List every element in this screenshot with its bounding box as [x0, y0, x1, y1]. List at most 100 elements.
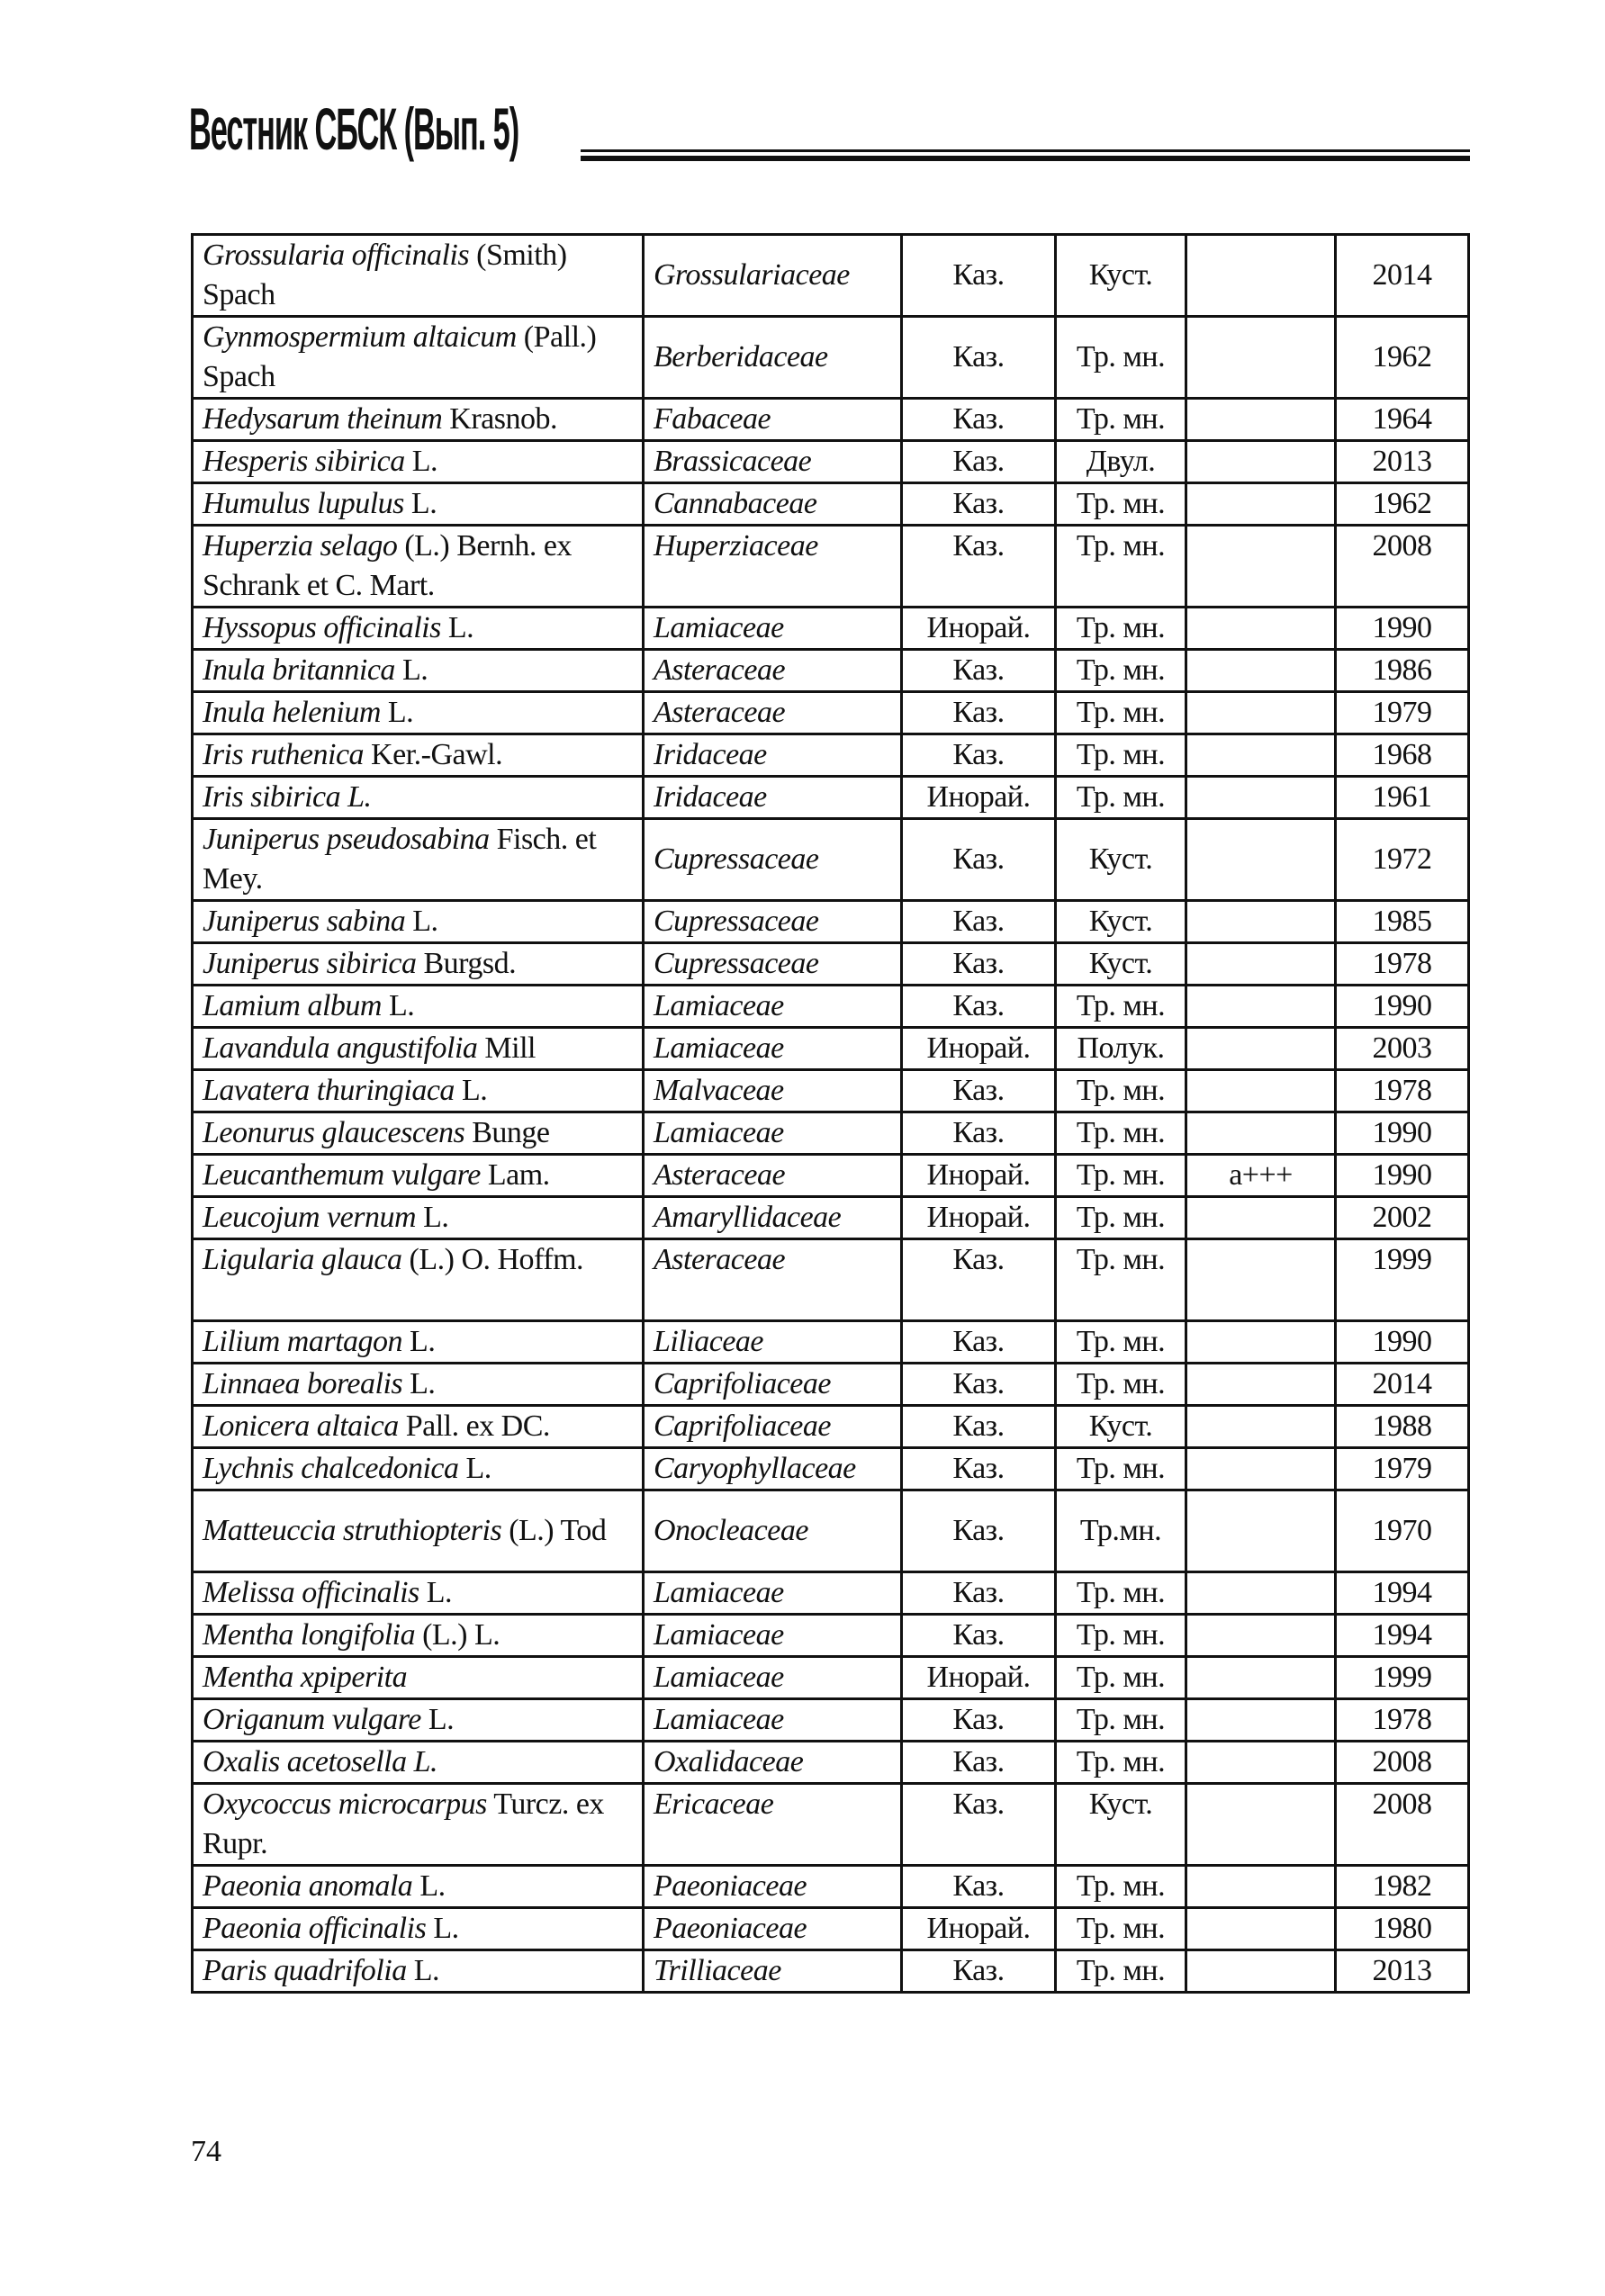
species-author: Mill — [477, 1031, 536, 1065]
species-name: Matteuccia struthiopteris — [203, 1514, 502, 1547]
year-cell: 1994 — [1334, 1571, 1470, 1616]
species-cell: Leucanthemum vulgare Lam. — [191, 1153, 645, 1198]
life-form-cell: Тр. мн. — [1054, 1906, 1187, 1951]
note-cell — [1185, 606, 1337, 651]
year-cell: 2002 — [1334, 1195, 1470, 1240]
origin-cell: Каз. — [900, 1111, 1057, 1156]
species-author: L. — [402, 1367, 436, 1400]
family-cell: Lamiaceae — [642, 606, 903, 651]
species-author: L. — [394, 653, 428, 687]
note-cell — [1185, 315, 1337, 400]
note-cell — [1185, 233, 1337, 318]
note-cell — [1185, 439, 1337, 484]
year-cell: 2014 — [1334, 1362, 1470, 1407]
species-name: Oxalis acetosella L. — [203, 1745, 438, 1778]
species-name: Iris sibirica L. — [203, 780, 372, 814]
origin-cell: Каз. — [900, 439, 1057, 484]
life-form-cell: Тр. мн. — [1054, 397, 1187, 442]
page-number: 74 — [191, 2135, 221, 2168]
table-row: Lavatera thuringiaca L. Malvaceae Каз. Тр. … — [191, 1068, 1470, 1113]
year-cell: 1970 — [1334, 1489, 1470, 1573]
year-cell: 1982 — [1334, 1864, 1470, 1909]
year-cell: 1964 — [1334, 397, 1470, 442]
species-author: (L.) Tod — [501, 1514, 607, 1547]
life-form-cell: Куст. — [1054, 941, 1187, 986]
family-cell: Lamiaceae — [642, 1655, 903, 1700]
species-author: L. — [403, 487, 437, 520]
year-cell: 2013 — [1334, 1949, 1470, 1994]
life-form-cell: Тр. мн. — [1054, 1362, 1187, 1407]
table-row: Iris sibirica L. Iridaceae Инорай. Тр. мн. 1… — [191, 775, 1470, 820]
species-cell: Paeonia anomala L. — [191, 1864, 645, 1909]
species-cell: Paris quadrifolia L. — [191, 1949, 645, 1994]
header-rule — [581, 149, 1470, 161]
life-form-cell: Тр. мн. — [1054, 1446, 1187, 1491]
origin-cell: Инорай. — [900, 1655, 1057, 1700]
note-cell — [1185, 1068, 1337, 1113]
life-form-cell: Тр. мн. — [1054, 1613, 1187, 1658]
species-cell: Huperzia selago (L.) Bernh. ex Schrank e… — [191, 524, 645, 608]
year-cell: 1978 — [1334, 941, 1470, 986]
species-author: L. — [426, 1912, 459, 1945]
species-cell: Ligularia glauca (L.) O. Hoffm. — [191, 1238, 645, 1322]
note-cell — [1185, 1655, 1337, 1700]
species-cell: Humulus lupulus L. — [191, 482, 645, 527]
species-name: Humulus lupulus — [203, 487, 404, 520]
species-author: (Pall.) Spach — [203, 320, 597, 393]
origin-cell: Каз. — [900, 315, 1057, 400]
family-cell: Paeoniaceae — [642, 1864, 903, 1909]
note-cell — [1185, 1949, 1337, 1994]
table-row: Paris quadrifolia L. Trilliaceae Каз. Тр. м… — [191, 1949, 1470, 1994]
species-cell: Mentha longifolia (L.) L. — [191, 1613, 645, 1658]
year-cell: 1962 — [1334, 482, 1470, 527]
species-cell: Lamium album L. — [191, 984, 645, 1029]
species-cell: Lychnis chalcedonica L. — [191, 1446, 645, 1491]
note-cell — [1185, 1111, 1337, 1156]
origin-cell: Инорай. — [900, 1153, 1057, 1198]
year-cell: 1988 — [1334, 1404, 1470, 1449]
species-name: Melissa officinalis — [203, 1576, 419, 1609]
origin-cell: Каз. — [900, 1613, 1057, 1658]
species-name: Gynmospermium altaicum — [203, 320, 517, 354]
species-cell: Iris sibirica L. — [191, 775, 645, 820]
origin-cell: Инорай. — [900, 1195, 1057, 1240]
year-cell: 1985 — [1334, 899, 1470, 944]
species-name: Lavatera thuringiaca — [203, 1074, 455, 1107]
family-cell: Trilliaceae — [642, 1949, 903, 1994]
origin-cell: Каз. — [900, 524, 1057, 608]
year-cell: 1990 — [1334, 984, 1470, 1029]
species-name: Paeonia officinalis — [203, 1912, 427, 1945]
life-form-cell: Куст. — [1054, 1404, 1187, 1449]
table-row: Oxycoccus microcarpus Turcz. ex Rupr. Eri… — [191, 1782, 1470, 1867]
family-cell: Caprifoliaceae — [642, 1362, 903, 1407]
species-author: Burgsd. — [416, 947, 517, 980]
year-cell: 1999 — [1334, 1655, 1470, 1700]
life-form-cell: Двул. — [1054, 439, 1187, 484]
species-author: (L.) L. — [415, 1618, 500, 1652]
origin-cell: Каз. — [900, 482, 1057, 527]
species-name: Paeonia anomala — [203, 1869, 413, 1903]
family-cell: Asteraceae — [642, 690, 903, 735]
origin-cell: Каз. — [900, 817, 1057, 902]
family-cell: Amaryllidaceae — [642, 1195, 903, 1240]
year-cell: 1990 — [1334, 1111, 1470, 1156]
species-name: Leucanthemum vulgare — [203, 1158, 481, 1192]
year-cell: 1962 — [1334, 315, 1470, 400]
origin-cell: Каз. — [900, 1238, 1057, 1322]
species-author: Ker.-Gawl. — [364, 738, 503, 771]
table-row: Lavandula angustifolia Mill Lamiaceae Инор… — [191, 1026, 1470, 1071]
year-cell: 1999 — [1334, 1238, 1470, 1322]
species-cell: Lavandula angustifolia Mill — [191, 1026, 645, 1071]
family-cell: Caryophyllaceae — [642, 1446, 903, 1491]
species-name: Iris ruthenica — [203, 738, 365, 771]
note-cell — [1185, 397, 1337, 442]
species-cell: Matteuccia struthiopteris (L.) Tod — [191, 1489, 645, 1573]
species-cell: Inula britannica L. — [191, 648, 645, 693]
origin-cell: Каз. — [900, 1782, 1057, 1867]
life-form-cell: Тр. мн. — [1054, 1195, 1187, 1240]
table-row: Inula britannica L. Asteraceae Каз. Тр. мн.… — [191, 648, 1470, 693]
year-cell: 2008 — [1334, 1782, 1470, 1867]
life-form-cell: Тр. мн. — [1054, 315, 1187, 400]
note-cell — [1185, 1238, 1337, 1322]
species-cell: Iris ruthenica Ker.-Gawl. — [191, 733, 645, 778]
